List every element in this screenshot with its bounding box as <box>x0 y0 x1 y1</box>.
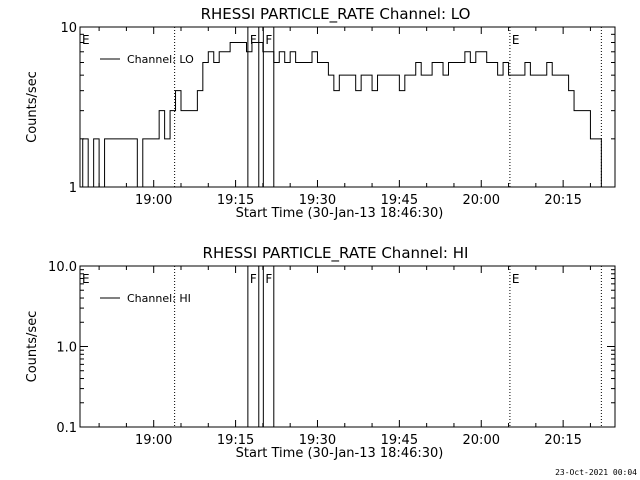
x-tick-label: 19:30 <box>299 433 336 448</box>
event-marker-label: F <box>250 33 257 47</box>
x-axis-label: Start Time (30-Jan-13 18:46:30) <box>236 446 444 461</box>
event-marker-label: F <box>250 272 257 286</box>
x-tick-label: 19:15 <box>217 433 254 448</box>
x-axis-label: Start Time (30-Jan-13 18:46:30) <box>236 206 444 221</box>
x-tick-label: 20:00 <box>463 193 500 208</box>
plot-frame <box>79 26 616 188</box>
y-tick-label: 10.0 <box>48 260 77 275</box>
chart-title: RHESSI PARTICLE_RATE Channel: HI <box>203 244 469 263</box>
x-tick-label: 20:15 <box>544 433 581 448</box>
y-tick-label: 1 <box>69 181 77 196</box>
event-marker-label: E <box>512 272 520 286</box>
x-tick-label: 20:15 <box>544 193 581 208</box>
x-tick-label: 19:45 <box>381 193 418 208</box>
legend-label: Channel: LO <box>127 53 194 66</box>
event-marker-label: F <box>265 33 272 47</box>
event-marker-label: E <box>512 33 520 47</box>
x-tick-label: 20:00 <box>463 433 500 448</box>
event-marker-label: E <box>82 33 90 47</box>
event-marker-label: F <box>265 272 272 286</box>
y-tick-label: 1.0 <box>56 341 77 356</box>
y-axis-label: Counts/sec <box>25 311 40 383</box>
y-tick-label: 10 <box>60 21 77 36</box>
x-tick-label: 19:15 <box>217 193 254 208</box>
x-tick-label: 19:00 <box>135 433 172 448</box>
event-marker-label: E <box>82 272 90 286</box>
x-tick-label: 19:00 <box>135 193 172 208</box>
plot-frame <box>79 265 616 428</box>
x-tick-label: 19:45 <box>381 433 418 448</box>
y-axis-label: Counts/sec <box>25 71 40 143</box>
y-tick-label: 0.1 <box>56 421 77 436</box>
series-line <box>80 42 602 188</box>
legend-label: Channel: HI <box>127 292 191 305</box>
chart-title: RHESSI PARTICLE_RATE Channel: LO <box>201 5 471 24</box>
x-tick-label: 19:30 <box>299 193 336 208</box>
timestamp: 23-Oct-2021 00:04 <box>555 468 637 477</box>
